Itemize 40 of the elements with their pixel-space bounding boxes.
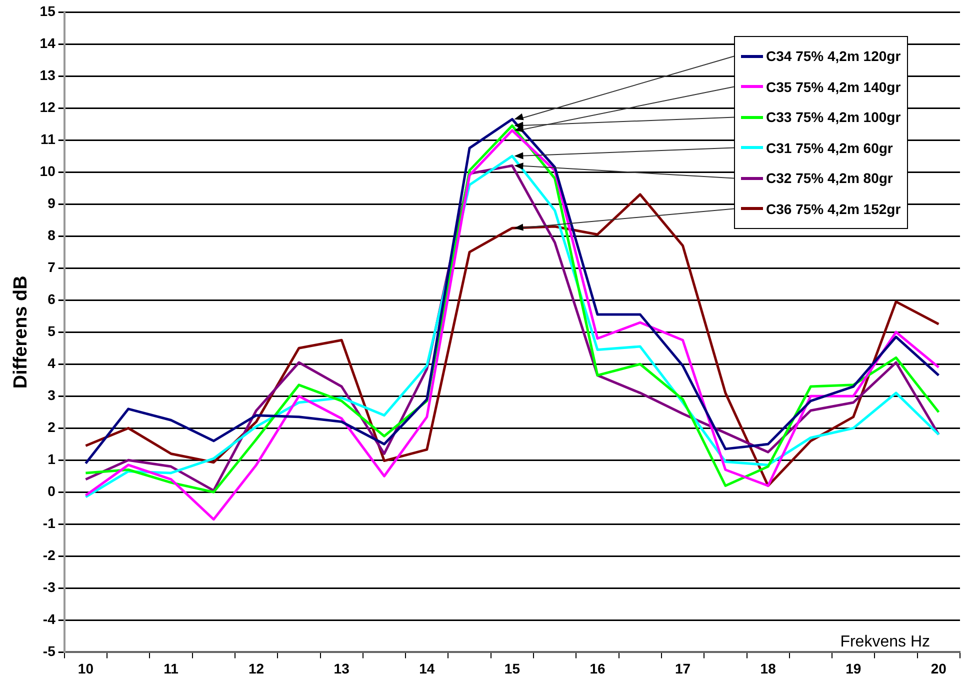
x-tick-label: 12 — [248, 660, 264, 676]
x-axis-title: Frekvens Hz — [840, 634, 930, 651]
legend-label: C32 75% 4,2m 80gr — [766, 170, 893, 186]
y-tick-label: -3 — [42, 579, 56, 596]
y-tick-label: -2 — [42, 547, 56, 564]
y-tick-label: 15 — [40, 2, 56, 19]
x-tick-label: 13 — [334, 660, 350, 676]
legend-label: C31 75% 4,2m 60gr — [766, 140, 893, 156]
y-tick-label: 9 — [48, 194, 56, 211]
legend-label: C34 75% 4,2m 120gr — [766, 48, 901, 64]
legend-label: C33 75% 4,2m 100gr — [766, 109, 901, 126]
y-tick-label: -4 — [42, 611, 56, 628]
x-tick-label: 15 — [504, 660, 520, 676]
x-tick-label: 11 — [164, 660, 179, 676]
y-tick-label: 3 — [48, 386, 56, 403]
y-axis-title: Differens dB — [10, 276, 32, 389]
x-tick-label: 18 — [760, 660, 776, 676]
y-tick-label: -1 — [42, 515, 56, 532]
y-tick-label: 5 — [48, 322, 56, 339]
x-tick-label: 20 — [930, 660, 947, 676]
y-tick-label: 8 — [48, 226, 56, 243]
y-tick-label: 6 — [48, 290, 56, 307]
y-tick-label: 13 — [40, 66, 56, 83]
y-tick-label: 11 — [40, 130, 56, 147]
y-tick-label: 10 — [40, 162, 56, 179]
y-tick-label: -5 — [42, 643, 56, 660]
y-tick-label: 14 — [40, 34, 56, 51]
x-tick-label: 19 — [846, 660, 862, 676]
legend-label: C36 75% 4,2m 152gr — [766, 200, 901, 217]
x-tick-label: 10 — [78, 660, 94, 676]
y-tick-label: 4 — [48, 354, 56, 371]
y-tick-label: 1 — [48, 451, 56, 467]
y-tick-label: 0 — [48, 483, 56, 500]
x-tick-label: 17 — [674, 660, 691, 676]
y-tick-label: 12 — [40, 98, 56, 115]
y-tick-label: 7 — [48, 258, 56, 275]
x-tick-label: 16 — [590, 660, 606, 676]
legend-label: C35 75% 4,2m 140gr — [766, 78, 901, 95]
x-tick-label: 14 — [419, 660, 435, 676]
y-tick-label: 2 — [48, 418, 56, 435]
